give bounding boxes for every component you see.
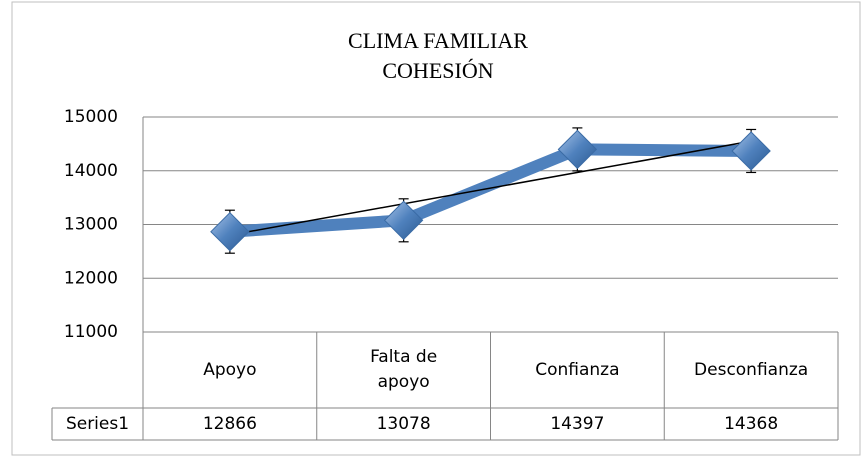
category-label: Desconfianza xyxy=(694,359,809,380)
category-label: Confianza xyxy=(535,359,620,380)
chart-subtitle: COHESIÓN xyxy=(382,58,493,83)
category-label-box: Desconfianza xyxy=(694,359,809,380)
trendline xyxy=(229,140,752,236)
table-value: 14397 xyxy=(550,413,605,434)
chart-frame xyxy=(11,1,861,456)
marker xyxy=(731,131,771,171)
y-tick-label: 12000 xyxy=(64,268,118,288)
marker xyxy=(383,200,424,241)
marker xyxy=(210,211,250,252)
marker xyxy=(557,129,598,170)
legend-label: Series1 xyxy=(65,413,130,434)
chart-title: CLIMA FAMILIAR xyxy=(348,28,528,53)
category-label: Falta de apoyo xyxy=(370,347,438,392)
table-value-box: 14397 xyxy=(550,413,605,434)
category-label: Apoyo xyxy=(203,359,257,380)
table-value-box: 12866 xyxy=(202,413,257,434)
y-tick-label: 11000 xyxy=(64,322,118,342)
table-value: 12866 xyxy=(202,413,257,434)
y-tick-label: 14000 xyxy=(64,161,118,181)
category-label-box: Confianza xyxy=(535,359,620,380)
table-value: 13078 xyxy=(376,413,431,434)
category-label-box: Falta de apoyo xyxy=(370,347,438,392)
table-value: 14368 xyxy=(724,413,779,434)
y-tick-label: 13000 xyxy=(64,215,118,235)
series-line xyxy=(229,143,752,238)
table-value-box: 13078 xyxy=(376,413,431,434)
y-tick-label: 15000 xyxy=(64,107,118,127)
table-value-box: 14368 xyxy=(724,413,779,434)
category-label-box: Apoyo xyxy=(203,359,257,380)
legend-label-box: Series1 xyxy=(65,413,130,434)
